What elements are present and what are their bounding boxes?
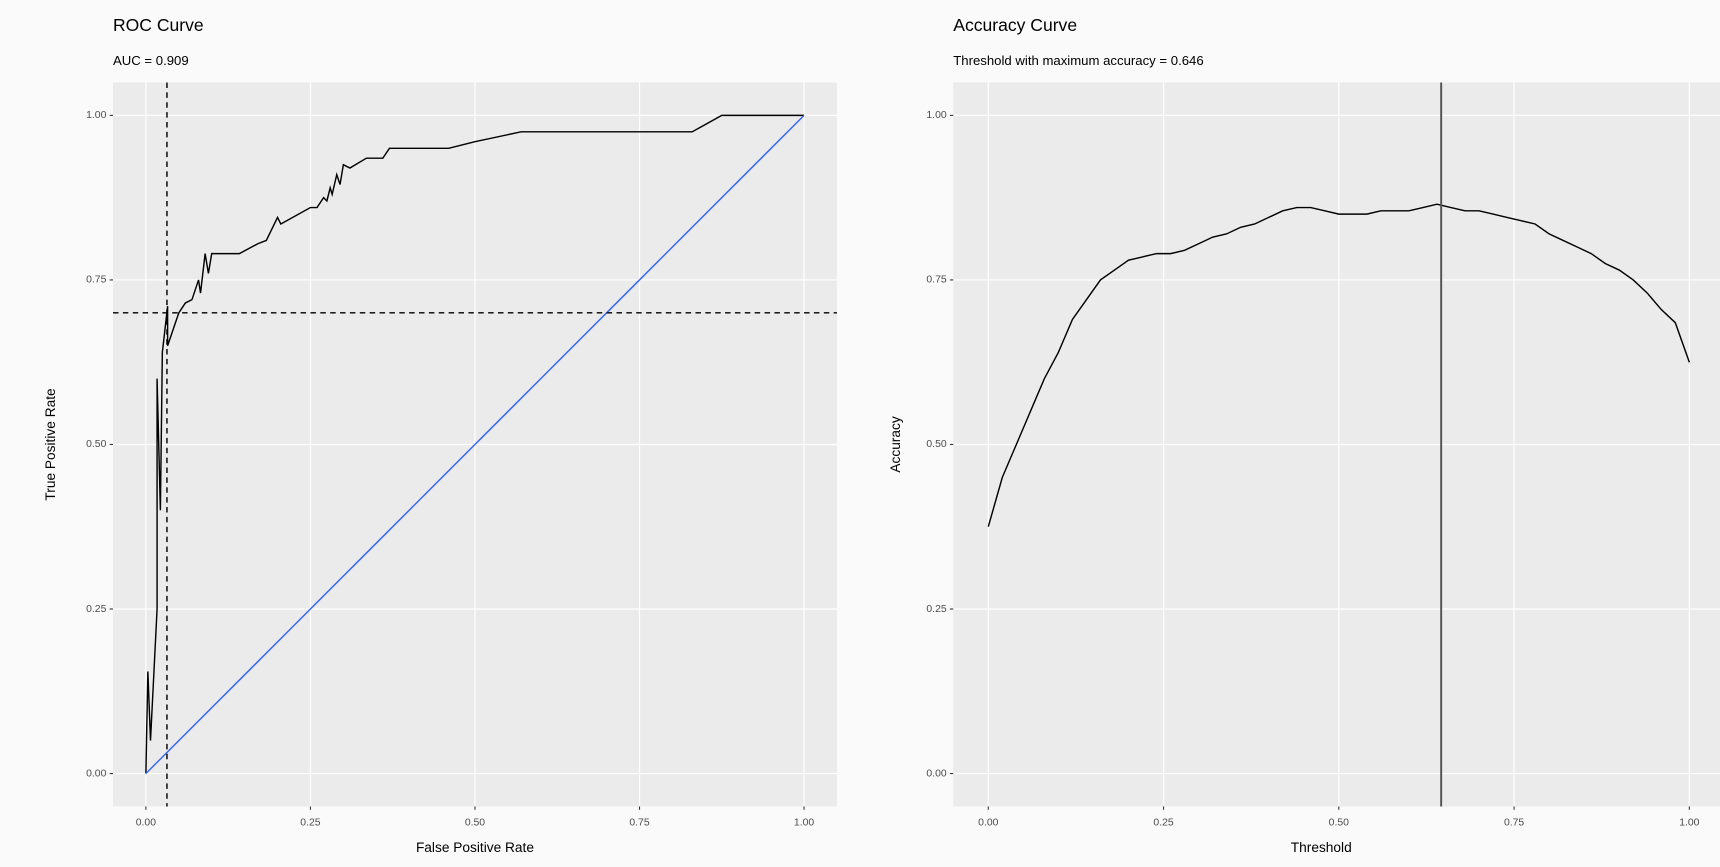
x-tick-label: 0.00 xyxy=(978,818,998,829)
y-tick-label: 0.00 xyxy=(926,768,946,779)
chart: Accuracy Curve Threshold with maximum acc… xyxy=(888,15,1720,855)
x-tick-label: 0.50 xyxy=(465,818,485,829)
x-tick-label: 0.25 xyxy=(1153,818,1173,829)
y-tick-label: 1.00 xyxy=(926,110,946,121)
chart-title: Accuracy Curve xyxy=(953,15,1077,35)
line xyxy=(145,114,805,774)
x-axis-title: Threshold xyxy=(1291,840,1352,855)
y-tick-label: 0.75 xyxy=(86,275,106,286)
x-tick-label: 0.25 xyxy=(300,818,320,829)
x-tick-label: 0.00 xyxy=(136,818,156,829)
x-tick-label: 0.75 xyxy=(1504,818,1524,829)
y-tick-label: 0.50 xyxy=(86,439,106,450)
y-tick-label: 1.00 xyxy=(86,110,106,121)
x-tick-label: 1.00 xyxy=(794,818,814,829)
y-axis-title: True Positive Rate xyxy=(43,388,58,501)
x-tick-label: 0.50 xyxy=(1329,818,1349,829)
x-tick-label: 1.00 xyxy=(1679,818,1699,829)
line xyxy=(145,114,805,775)
x-tick-label: 0.75 xyxy=(629,818,649,829)
chart-title: ROC Curve xyxy=(113,15,204,35)
chart-subtitle: AUC = 0.909 xyxy=(113,53,189,68)
y-tick-label: 0.75 xyxy=(926,275,946,286)
line xyxy=(987,203,1691,527)
y-tick-label: 0.25 xyxy=(926,604,946,615)
y-tick-label: 0.00 xyxy=(86,768,106,779)
chart-subtitle: Threshold with maximum accuracy = 0.646 xyxy=(953,53,1203,68)
chart: ROC Curve AUC = 0.909 0.00 0.25 0.50 0.75 1.00… xyxy=(43,15,837,855)
x-axis-title: False Positive Rate xyxy=(416,840,534,855)
y-axis-title: Accuracy xyxy=(888,416,903,472)
y-tick-label: 0.50 xyxy=(926,439,946,450)
y-tick-label: 0.25 xyxy=(86,604,106,615)
